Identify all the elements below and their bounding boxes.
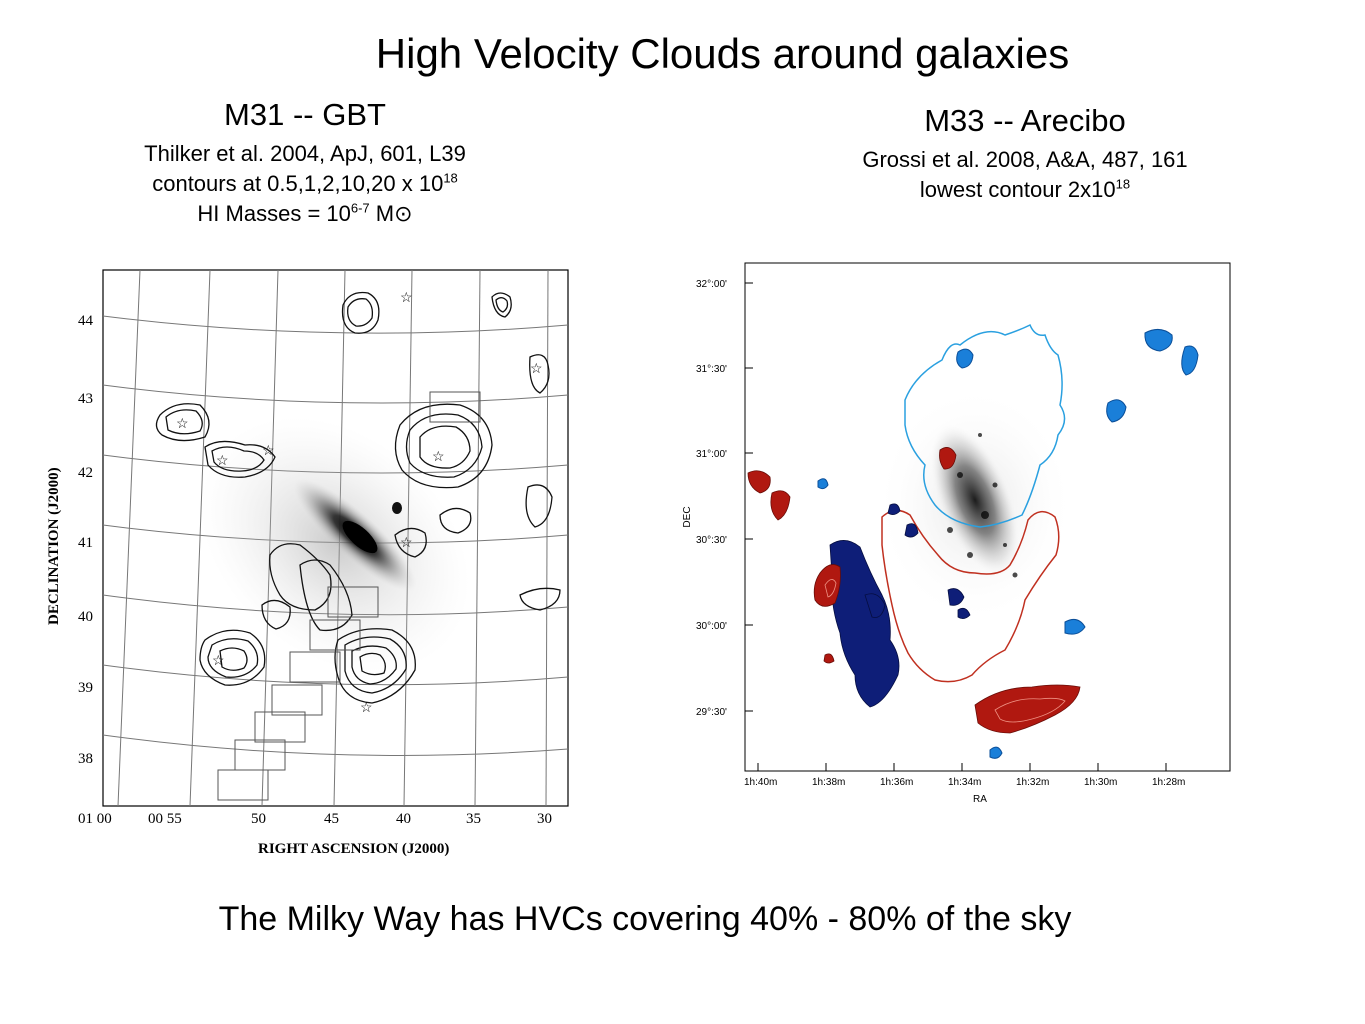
svg-text:00 55: 00 55 xyxy=(148,811,182,827)
svg-text:1h:28m: 1h:28m xyxy=(1152,777,1185,788)
svg-text:01 00: 01 00 xyxy=(78,811,112,827)
red-clouds xyxy=(747,447,1081,734)
slide-title: High Velocity Clouds around galaxies xyxy=(375,30,1070,77)
m33-contour-note: lowest contour 2x1018 xyxy=(919,176,1131,202)
star-markers: ☆ ☆ ☆ ☆ ☆ ☆ ☆ ☆ ☆ xyxy=(176,291,543,716)
blue-boundary-contour xyxy=(904,323,1066,528)
m33-x-label: RA xyxy=(973,794,987,805)
svg-text:40: 40 xyxy=(78,609,93,625)
m31-contours: contours at 0.5,1,2,10,20 x 1018 xyxy=(152,170,458,196)
m31-x-ticks: 01 00 00 55 50 45 40 35 30 xyxy=(78,811,552,827)
svg-text:31°:30': 31°:30' xyxy=(696,364,727,375)
svg-text:41: 41 xyxy=(78,535,93,551)
svg-text:30°:00': 30°:00' xyxy=(696,621,727,632)
m31-heading: M31 -- GBT xyxy=(224,97,386,132)
red-boundary-contour xyxy=(881,509,1060,683)
m33-y-label: DEC xyxy=(682,506,693,527)
footer-note: The Milky Way has HVCs covering 40% - 80… xyxy=(218,900,1072,938)
svg-text:35: 35 xyxy=(466,811,481,827)
blue-clouds xyxy=(817,329,1199,759)
m31-masses: HI Masses = 106-7 M⊙ xyxy=(197,200,413,226)
svg-text:☆: ☆ xyxy=(432,450,445,465)
svg-text:1h:30m: 1h:30m xyxy=(1084,777,1117,788)
m31-hvc-map: ☆ ☆ ☆ ☆ ☆ ☆ ☆ ☆ ☆ 44 43 42 41 40 39 3 xyxy=(46,269,569,857)
svg-text:30: 30 xyxy=(537,811,552,827)
svg-text:1h:32m: 1h:32m xyxy=(1016,777,1049,788)
svg-text:☆: ☆ xyxy=(212,654,225,669)
m31-header: M31 -- GBT Thilker et al. 2004, ApJ, 601… xyxy=(40,97,570,229)
svg-text:43: 43 xyxy=(78,391,93,407)
m33-header: M33 -- Arecibo Grossi et al. 2008, A&A, … xyxy=(790,103,1260,205)
svg-text:☆: ☆ xyxy=(530,362,543,377)
svg-text:1h:34m: 1h:34m xyxy=(948,777,981,788)
m33-x-ticks: 1h:40m 1h:38m 1h:36m 1h:34m 1h:32m 1h:30… xyxy=(744,777,1185,788)
svg-text:45: 45 xyxy=(324,811,339,827)
svg-text:☆: ☆ xyxy=(400,291,413,306)
svg-text:☆: ☆ xyxy=(216,454,229,469)
svg-text:44: 44 xyxy=(78,313,94,329)
m33-heading: M33 -- Arecibo xyxy=(924,103,1126,138)
svg-text:☆: ☆ xyxy=(176,417,189,432)
svg-text:☆: ☆ xyxy=(262,444,275,459)
svg-text:50: 50 xyxy=(251,811,266,827)
svg-text:42: 42 xyxy=(78,465,93,481)
svg-text:40: 40 xyxy=(396,811,411,827)
m33-citation: Grossi et al. 2008, A&A, 487, 161 xyxy=(862,147,1188,172)
svg-text:29°:30': 29°:30' xyxy=(696,707,727,718)
svg-text:38: 38 xyxy=(78,751,93,767)
svg-text:1h:40m: 1h:40m xyxy=(744,777,777,788)
svg-text:☆: ☆ xyxy=(360,701,373,716)
m31-y-label: DECLINATION (J2000) xyxy=(46,467,62,625)
svg-text:1h:36m: 1h:36m xyxy=(880,777,913,788)
m31-y-ticks: 44 43 42 41 40 39 38 xyxy=(78,313,94,767)
sun-symbol: ⊙ xyxy=(394,201,413,226)
m33-hvc-map: 32°:00' 31°:30' 31°:00' 30°:30' 30°:00' … xyxy=(682,262,1231,805)
svg-text:31°:00': 31°:00' xyxy=(696,449,727,460)
svg-text:1h:38m: 1h:38m xyxy=(812,777,845,788)
m33-y-ticks: 32°:00' 31°:30' 31°:00' 30°:30' 30°:00' … xyxy=(696,279,727,718)
hvc-contours xyxy=(155,291,561,704)
svg-text:39: 39 xyxy=(78,680,93,696)
gbt-fields xyxy=(217,391,481,801)
svg-text:☆: ☆ xyxy=(400,536,413,551)
m31-x-label: RIGHT ASCENSION (J2000) xyxy=(258,841,449,857)
m31-citation: Thilker et al. 2004, ApJ, 601, L39 xyxy=(144,141,466,166)
svg-text:30°:30': 30°:30' xyxy=(696,535,727,546)
svg-text:32°:00': 32°:00' xyxy=(696,279,727,290)
